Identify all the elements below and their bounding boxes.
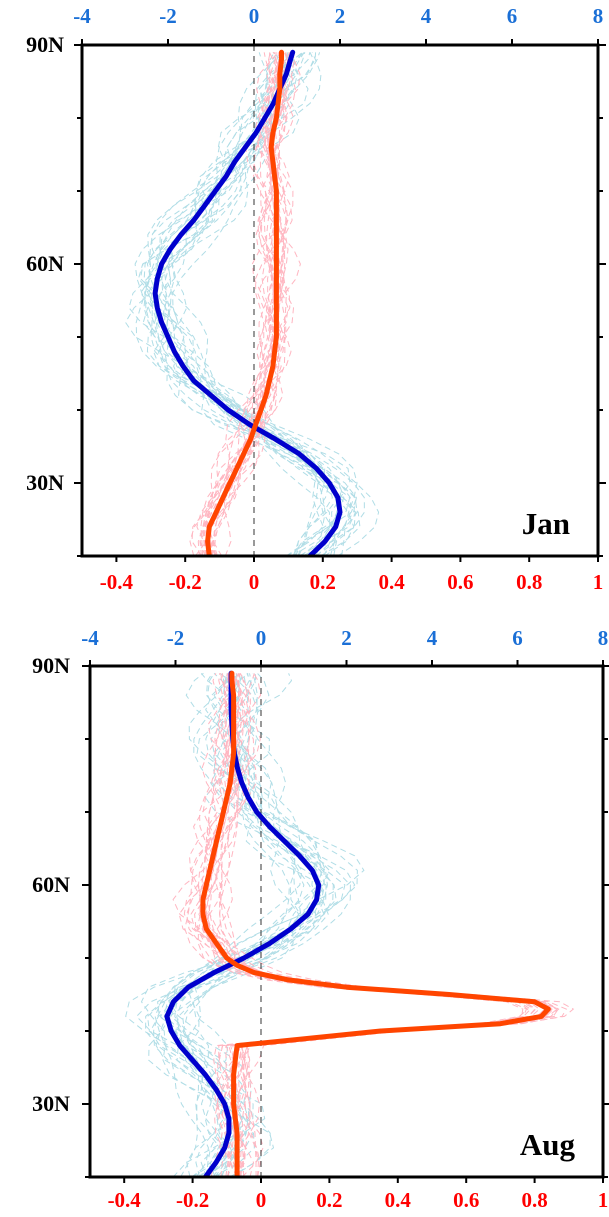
- plot-frame: [80, 43, 600, 558]
- ensemble-member-line: [162, 52, 342, 556]
- top-axis-tick-label: -2: [159, 4, 177, 28]
- ensemble-member-line: [220, 673, 558, 1177]
- bottom-axis-tick-label: 0.8: [521, 1188, 547, 1212]
- ensemble-member-line: [198, 673, 536, 1177]
- ensemble-member-line: [208, 52, 295, 556]
- bottom-axis-tick-label: 0.2: [310, 570, 336, 594]
- mean-line-top-axis: [152, 49, 343, 556]
- ensemble-member-line: [145, 673, 305, 1177]
- lat-tick-label: 30N: [32, 1091, 70, 1116]
- bottom-axis-tick-label: 1: [593, 570, 604, 594]
- bottom-axis-tick-label: 0.4: [385, 1188, 412, 1212]
- bottom-axis-tick-label: 0.8: [516, 570, 542, 594]
- top-axis-tick-label: 8: [593, 4, 604, 28]
- top-axis-tick-label: 2: [341, 626, 352, 650]
- ensemble-member-line: [172, 52, 380, 556]
- ensemble-member-line: [135, 51, 331, 556]
- ensemble-member-line: [206, 673, 558, 1177]
- ensemble-member-line: [197, 52, 283, 556]
- ensemble-member-line: [194, 52, 289, 556]
- ensemble-member-line: [175, 673, 328, 1177]
- ensemble-member-line: [154, 673, 303, 1177]
- plot-area: [124, 45, 380, 556]
- ensemble-member-line: [208, 52, 295, 556]
- ensemble-member-line: [186, 673, 528, 1177]
- ensemble-member-line: [156, 52, 345, 556]
- ensemble-member-line: [144, 52, 341, 556]
- top-axis-tick-label: 4: [421, 4, 432, 28]
- ensemble-member-line: [211, 52, 288, 556]
- ensemble-member-line: [165, 673, 358, 1177]
- ensemble-member-line: [204, 52, 281, 556]
- plot-frame: [88, 664, 605, 1179]
- ensemble-member-line: [157, 673, 330, 1177]
- top-axis-tick-label: 0: [256, 626, 267, 650]
- ensemble-member-line: [143, 51, 340, 556]
- ensemble-member-line: [147, 672, 325, 1177]
- top-axis-tick-label: 4: [427, 626, 438, 650]
- bottom-axis-tick-label: -0.4: [108, 1188, 142, 1212]
- bottom-axis-tick-label: 0.4: [378, 570, 405, 594]
- ensemble-member-line: [166, 52, 352, 556]
- ensemble-member-line: [166, 51, 357, 556]
- top-axis-tick-label: 6: [512, 626, 523, 650]
- ensemble-member-line: [184, 673, 552, 1177]
- bottom-axis-tick-label: 0.6: [447, 570, 473, 594]
- ensemble-member-line: [192, 673, 365, 1177]
- ensemble-member-line: [197, 673, 546, 1177]
- top-axis-tick-label: 2: [335, 4, 346, 28]
- bottom-axis-tick-label: 0.2: [316, 1188, 342, 1212]
- mean-line-bottom-axis: [205, 49, 284, 556]
- panel-label: Aug: [520, 1127, 576, 1162]
- ensemble-member-line: [191, 51, 282, 556]
- bottom-axis-tick-label: -0.2: [169, 570, 202, 594]
- top-axis-tick-label: -2: [167, 626, 185, 650]
- ensemble-member-line: [202, 673, 551, 1177]
- ensemble-member-line: [125, 673, 290, 1177]
- ensemble-member-line: [196, 673, 549, 1177]
- ensemble-member-line: [223, 52, 301, 556]
- ensemble-member-line: [155, 52, 338, 556]
- bottom-axis-tick-label: -0.2: [176, 1188, 209, 1212]
- bottom-axis-tick-label: -0.4: [100, 570, 134, 594]
- ensemble-member-line: [135, 672, 319, 1177]
- ensemble-member-line: [215, 673, 575, 1177]
- top-axis-tick-label: 0: [249, 4, 260, 28]
- bottom-axis-tick-label: 0: [256, 1188, 267, 1212]
- ensemble-member-line: [176, 673, 326, 1177]
- ensemble-member-line: [134, 52, 319, 556]
- panel-label: Jan: [522, 506, 570, 541]
- lat-tick-label: 60N: [26, 251, 64, 276]
- ensemble-member-line: [202, 52, 275, 556]
- ensemble-member-line: [194, 673, 541, 1177]
- top-axis-tick-label: 6: [507, 4, 518, 28]
- ensemble-member-line: [215, 673, 559, 1177]
- top-axis-tick-label: -4: [81, 626, 99, 650]
- bottom-axis-tick-label: 0.6: [453, 1188, 479, 1212]
- lat-tick-label: 90N: [26, 32, 64, 57]
- ensemble-member-line: [219, 673, 553, 1177]
- top-axis-tick-label: 8: [598, 626, 609, 650]
- ensemble-member-line: [207, 52, 295, 556]
- lat-tick-label: 60N: [32, 872, 70, 897]
- ensemble-member-line: [190, 673, 552, 1177]
- bottom-axis-tick-label: 1: [598, 1188, 609, 1212]
- panel-jan: -4 -2 0 2 4 6 8 -0.4 -0.2 0 0.2 0.4 0.6 0.8 1 30N 60N 90N…: [26, 4, 606, 594]
- plot-area: [125, 666, 575, 1177]
- ensemble-member-line: [198, 673, 553, 1177]
- ensemble-member-line: [201, 673, 546, 1177]
- bottom-axis-tick-label: 0: [249, 570, 260, 594]
- ensemble-member-line: [201, 673, 553, 1177]
- top-axis-tick-label: -4: [73, 4, 91, 28]
- ensemble-member-line: [199, 52, 291, 556]
- lat-tick-label: 30N: [26, 470, 64, 495]
- ensemble-member-line: [183, 673, 532, 1177]
- ensemble-member-line: [128, 51, 324, 556]
- mean-line-bottom-axis: [200, 670, 551, 1177]
- panel-aug: -4 -2 0 2 4 6 8 -0.4 -0.2 0 0.2 0.4 0.6 0.8 1 30N 60N 90N…: [32, 626, 609, 1212]
- lat-tick-label: 90N: [32, 653, 70, 678]
